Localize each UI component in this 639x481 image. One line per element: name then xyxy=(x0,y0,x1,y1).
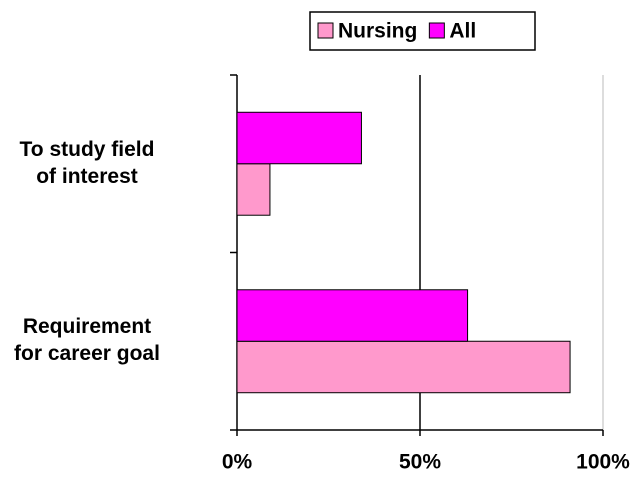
x-tick-label: 50% xyxy=(399,451,441,474)
y-tick-label: To study field of interest xyxy=(19,137,155,188)
bar xyxy=(236,163,271,216)
legend-label: All xyxy=(449,20,476,43)
legend-label: Nursing xyxy=(338,20,417,43)
bar xyxy=(236,289,469,342)
x-tick-label: 100% xyxy=(576,451,630,474)
legend-swatch xyxy=(317,22,334,39)
y-tick-label: Requirement for career goal xyxy=(14,315,160,366)
legend-swatch xyxy=(428,22,445,39)
bar xyxy=(236,340,571,394)
bar xyxy=(236,111,362,165)
x-tick-label: 0% xyxy=(222,451,253,474)
legend-box xyxy=(309,11,536,51)
